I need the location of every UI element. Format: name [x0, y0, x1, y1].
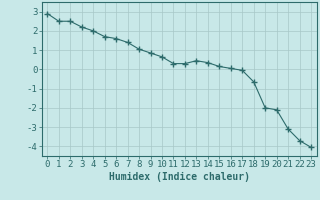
X-axis label: Humidex (Indice chaleur): Humidex (Indice chaleur)	[109, 172, 250, 182]
